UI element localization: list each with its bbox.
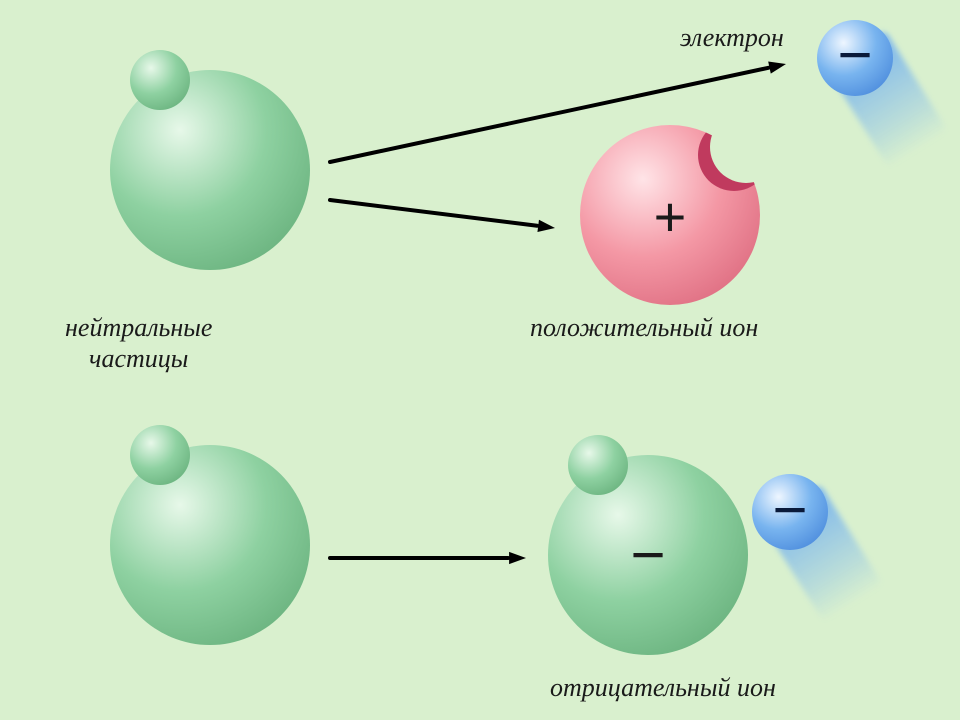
label-electron: электрон xyxy=(680,22,784,53)
positive-ion-plus-sign: + xyxy=(630,177,710,257)
label-negative-ion: отрицательный ион xyxy=(550,672,776,703)
label-positive-ion: положительный ион xyxy=(530,312,758,343)
negative-ion-minus-sign: − xyxy=(608,515,688,595)
label-neutral-line2: частицы xyxy=(89,344,188,373)
label-neutral: нейтральные частицы xyxy=(65,312,212,374)
label-neutral-line1: нейтральные xyxy=(65,313,212,342)
arrow-to-positive-ion xyxy=(312,182,573,246)
negative-ion-small xyxy=(568,435,628,495)
arrow-to-negative-ion xyxy=(312,540,544,576)
arrow-to-electron xyxy=(312,46,804,180)
neutral-atom-top-small xyxy=(130,50,190,110)
neutral-atom-bottom-small xyxy=(130,425,190,485)
electron-top-minus-sign: − xyxy=(815,15,895,95)
electron-bottom-minus-sign: − xyxy=(750,470,830,550)
